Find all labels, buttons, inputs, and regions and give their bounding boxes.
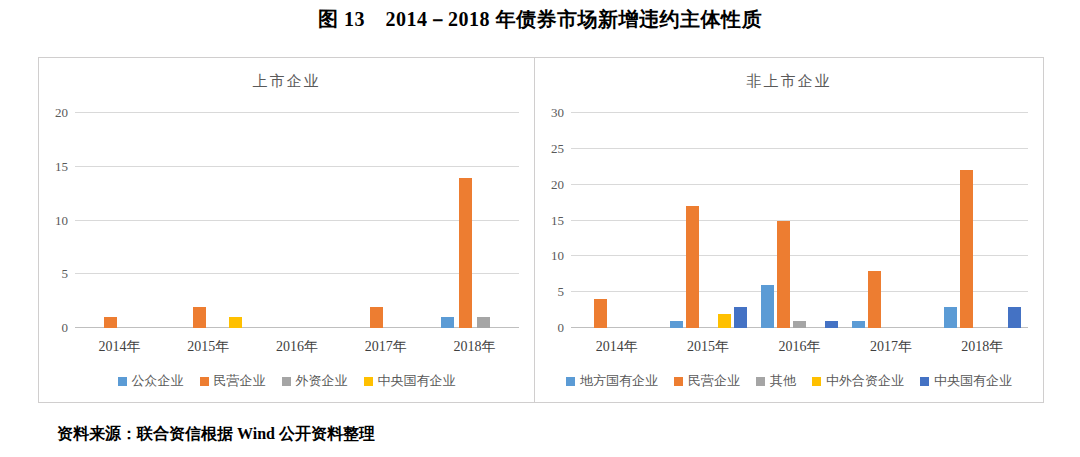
charts-row: 上市企业051015202014年2015年2016年2017年2018年公众企… xyxy=(38,57,1044,403)
bar-group xyxy=(754,113,845,328)
legend-item: 中外合资企业 xyxy=(812,372,904,390)
x-axis-label: 2014年 xyxy=(571,338,662,356)
chart-panel-listed-companies: 上市企业051015202014年2015年2016年2017年2018年公众企… xyxy=(38,57,535,403)
legend-label: 民营企业 xyxy=(214,372,266,390)
bar xyxy=(777,221,790,329)
figure-title: 图 13 2014－2018 年债券市场新增违约主体性质 xyxy=(0,6,1080,33)
legend: 公众企业 民营企业 外资企业 中央国有企业 xyxy=(39,372,534,390)
x-axis-label: 2016年 xyxy=(253,338,342,356)
legend-swatch xyxy=(200,377,209,386)
bar xyxy=(825,321,838,328)
bar xyxy=(761,285,774,328)
bar-group xyxy=(571,113,662,328)
bar xyxy=(670,321,683,328)
legend: 地方国有企业 民营企业 其他 中外合资企业 中央国有企业 xyxy=(535,372,1043,390)
bar xyxy=(852,321,865,328)
y-tick-label: 20 xyxy=(38,105,68,121)
legend-swatch xyxy=(566,377,575,386)
legend-swatch xyxy=(118,377,127,386)
x-axis-label: 2018年 xyxy=(430,338,519,356)
bar-group xyxy=(341,113,430,328)
panel-title: 上市企业 xyxy=(39,72,534,91)
plot-area: 05101520 xyxy=(75,113,519,328)
x-axis-label: 2014年 xyxy=(75,338,164,356)
bar-groups xyxy=(571,113,1028,328)
legend-swatch xyxy=(282,377,291,386)
legend-item: 中央国有企业 xyxy=(920,372,1012,390)
legend-label: 民营企业 xyxy=(688,372,740,390)
bar xyxy=(229,317,242,328)
x-axis-labels: 2014年2015年2016年2017年2018年 xyxy=(75,338,519,356)
y-tick-label: 15 xyxy=(38,159,68,175)
x-axis-label: 2015年 xyxy=(164,338,253,356)
bar xyxy=(944,307,957,329)
panel-title: 非上市企业 xyxy=(535,72,1043,91)
legend-label: 其他 xyxy=(770,372,796,390)
bar xyxy=(104,317,117,328)
legend-label: 公众企业 xyxy=(132,372,184,390)
x-axis-label: 2016年 xyxy=(754,338,845,356)
bar xyxy=(718,314,731,328)
bar-group xyxy=(845,113,936,328)
bar xyxy=(734,307,747,329)
bar-groups xyxy=(75,113,519,328)
bar xyxy=(960,170,973,328)
y-tick-label: 20 xyxy=(534,177,564,193)
y-tick-label: 0 xyxy=(38,320,68,336)
bar xyxy=(477,317,490,328)
bar-group xyxy=(937,113,1028,328)
source-note: 资料来源：联合资信根据 Wind 公开资料整理 xyxy=(57,424,375,445)
legend-label: 中央国有企业 xyxy=(378,372,456,390)
legend-item: 地方国有企业 xyxy=(566,372,658,390)
bar xyxy=(868,271,881,328)
y-tick-label: 0 xyxy=(534,320,564,336)
bar-group xyxy=(253,113,342,328)
legend-label: 中央国有企业 xyxy=(934,372,1012,390)
legend-swatch xyxy=(674,377,683,386)
y-tick-label: 30 xyxy=(534,105,564,121)
legend-item: 民营企业 xyxy=(674,372,740,390)
bar xyxy=(686,206,699,328)
plot-area: 051015202530 xyxy=(571,113,1028,328)
legend-label: 中外合资企业 xyxy=(826,372,904,390)
bar xyxy=(594,299,607,328)
legend-item: 中央国有企业 xyxy=(364,372,456,390)
bar xyxy=(441,317,454,328)
legend-swatch xyxy=(812,377,821,386)
y-tick-label: 15 xyxy=(534,213,564,229)
legend-label: 外资企业 xyxy=(296,372,348,390)
y-tick-label: 25 xyxy=(534,141,564,157)
legend-swatch xyxy=(920,377,929,386)
legend-item: 公众企业 xyxy=(118,372,184,390)
legend-swatch xyxy=(756,377,765,386)
chart-panel-unlisted-companies: 非上市企业0510152025302014年2015年2016年2017年201… xyxy=(534,57,1044,403)
x-axis-label: 2017年 xyxy=(341,338,430,356)
bar xyxy=(793,321,806,328)
x-axis-labels: 2014年2015年2016年2017年2018年 xyxy=(571,338,1028,356)
bar xyxy=(370,307,383,329)
bar-group xyxy=(75,113,164,328)
figure: 图 13 2014－2018 年债券市场新增违约主体性质 上市企业0510152… xyxy=(0,0,1080,457)
legend-swatch xyxy=(364,377,373,386)
x-axis-label: 2018年 xyxy=(937,338,1028,356)
legend-item: 民营企业 xyxy=(200,372,266,390)
legend-item: 外资企业 xyxy=(282,372,348,390)
bar-group xyxy=(164,113,253,328)
y-tick-label: 10 xyxy=(38,213,68,229)
x-axis-label: 2015年 xyxy=(662,338,753,356)
y-tick-label: 5 xyxy=(534,284,564,300)
x-axis-label: 2017年 xyxy=(845,338,936,356)
y-tick-label: 10 xyxy=(534,248,564,264)
legend-item: 其他 xyxy=(756,372,796,390)
legend-label: 地方国有企业 xyxy=(580,372,658,390)
bar xyxy=(1008,307,1021,329)
y-tick-label: 5 xyxy=(38,266,68,282)
bar-group xyxy=(430,113,519,328)
bar xyxy=(193,307,206,329)
bar-group xyxy=(662,113,753,328)
bar xyxy=(459,178,472,329)
